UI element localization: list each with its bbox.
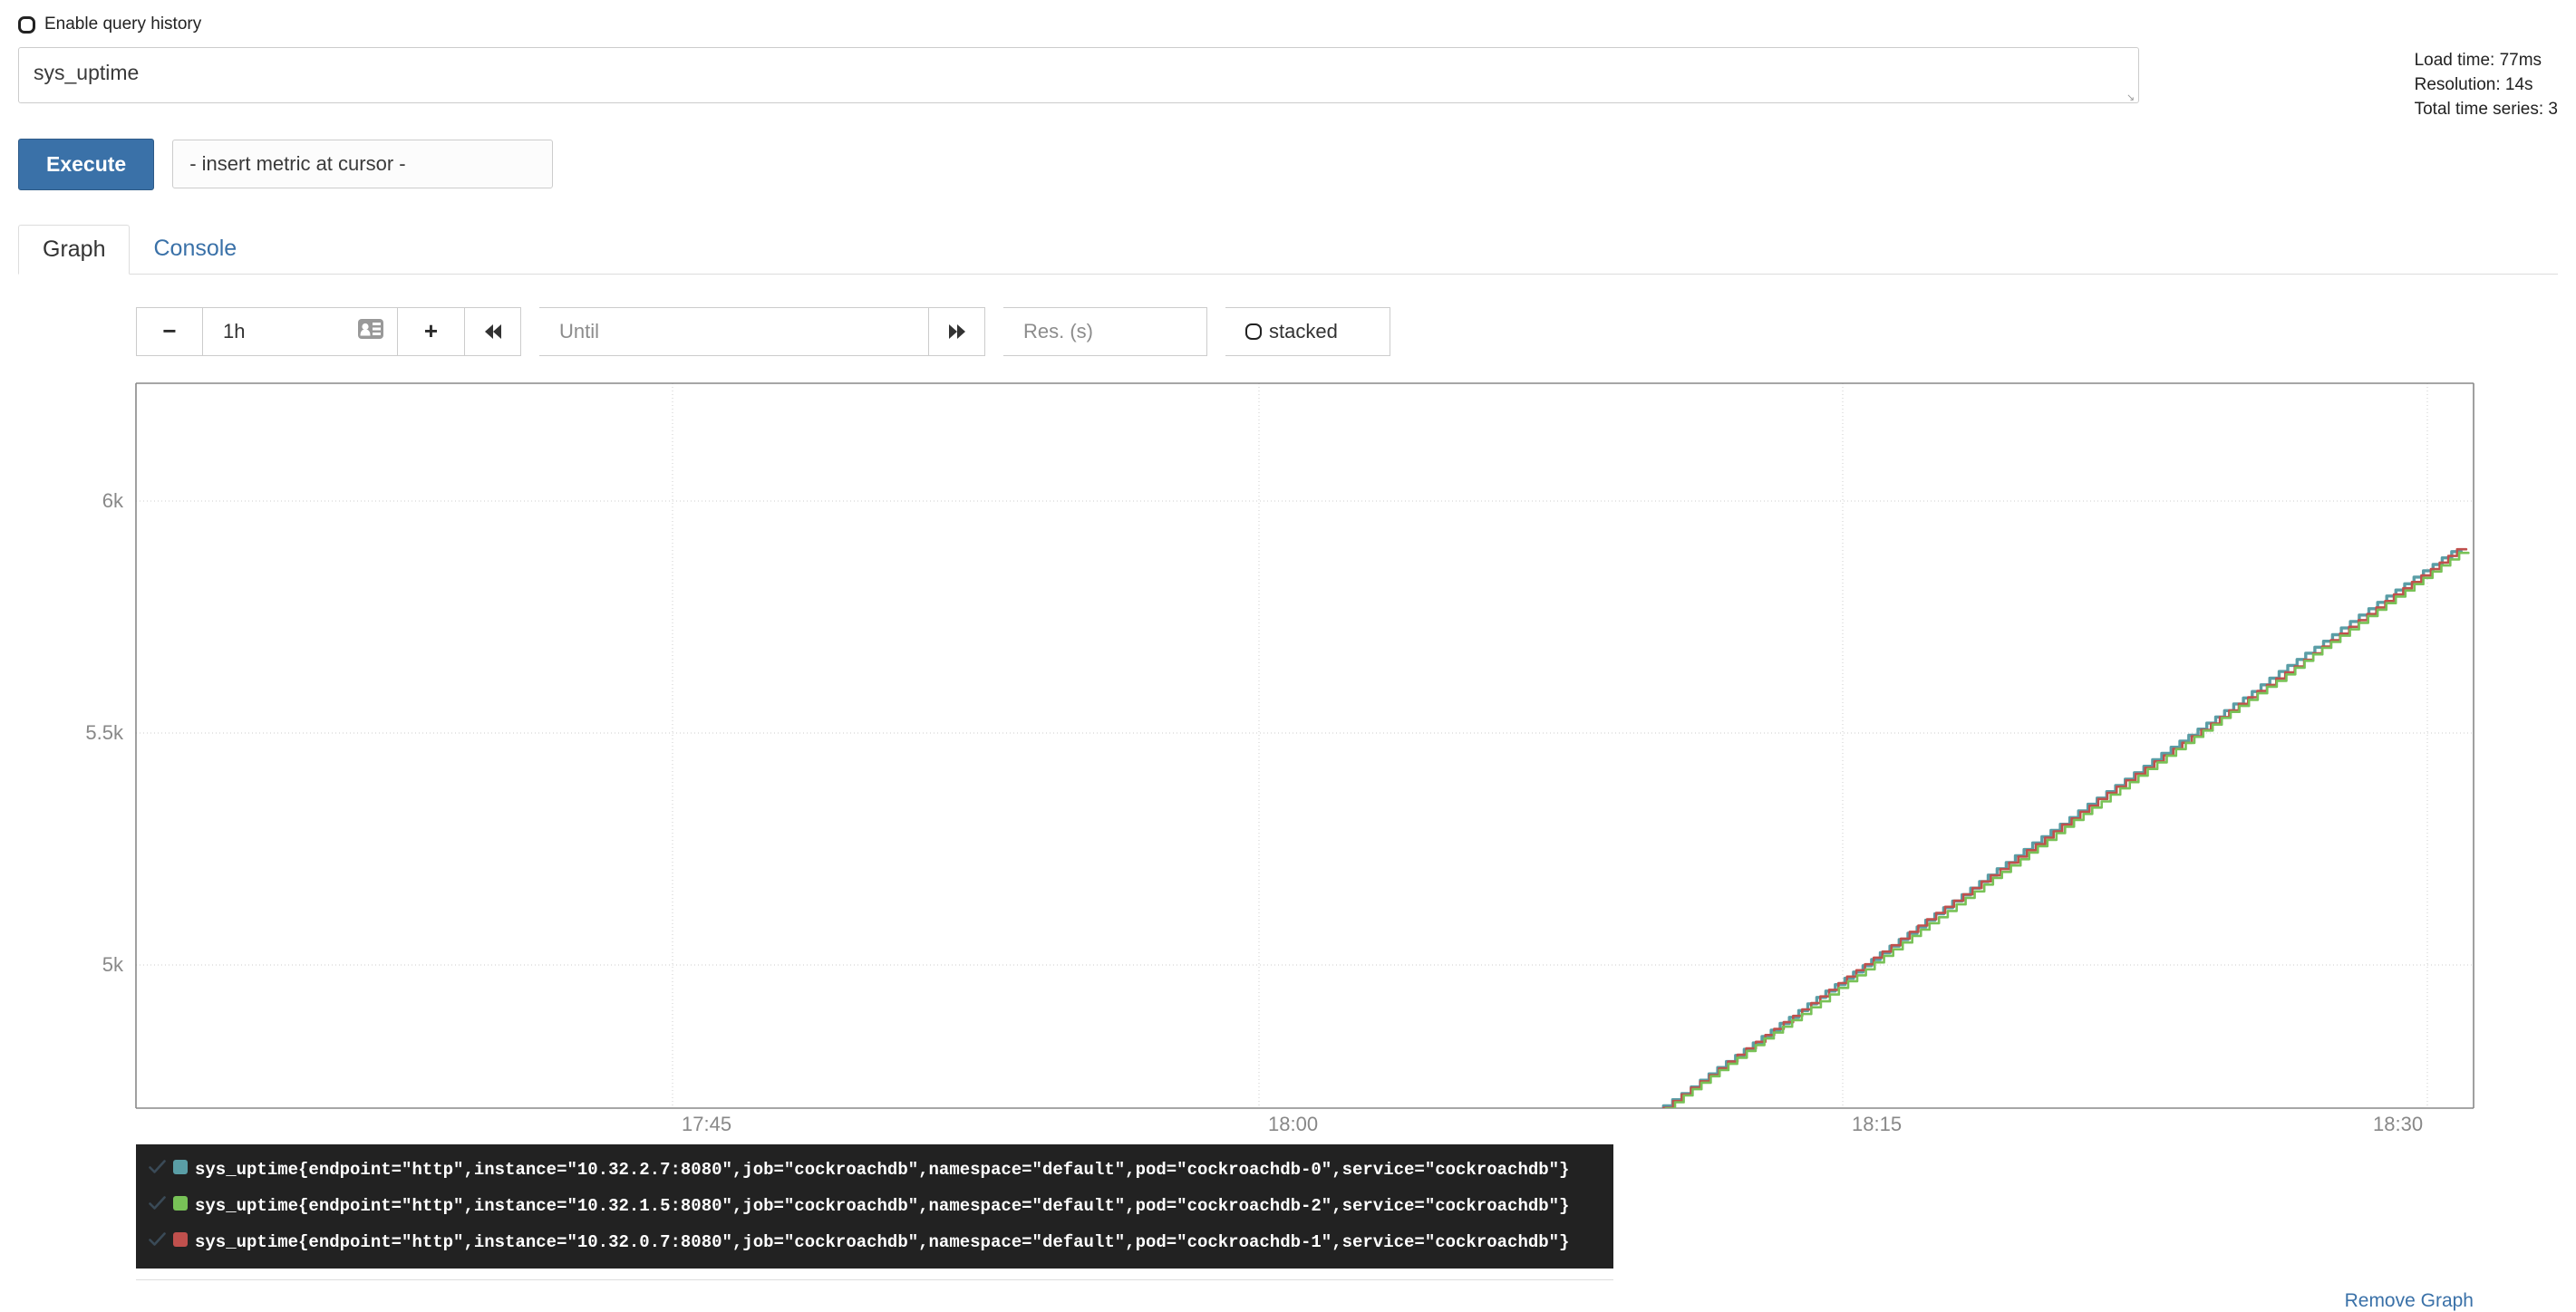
svg-text:5k: 5k xyxy=(102,953,124,976)
svg-text:18:30: 18:30 xyxy=(2373,1113,2423,1135)
svg-text:18:00: 18:00 xyxy=(1268,1113,1318,1135)
svg-text:17:45: 17:45 xyxy=(682,1113,731,1135)
svg-text:18:15: 18:15 xyxy=(1852,1113,1902,1135)
svg-text:5.5k: 5.5k xyxy=(85,721,124,744)
svg-text:6k: 6k xyxy=(102,489,124,512)
